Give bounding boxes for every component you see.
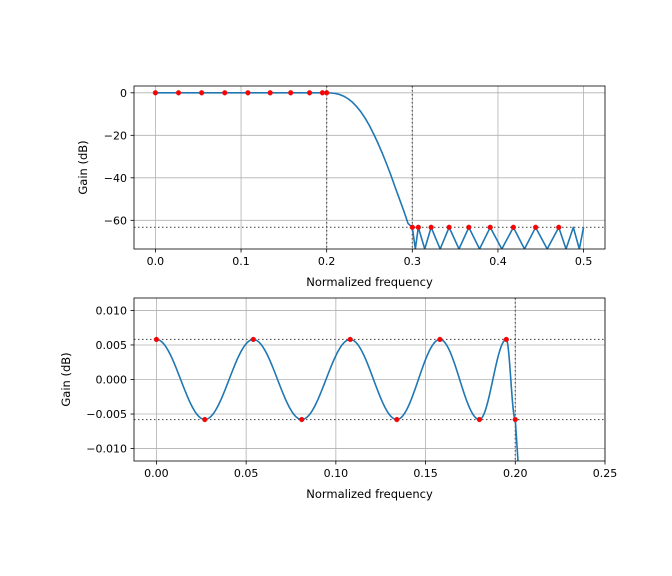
- top-extremum-point: [446, 224, 452, 230]
- bottom-xtick-label: 0.25: [593, 467, 618, 480]
- top-ytick-label: −60: [104, 214, 127, 227]
- bottom-extremum-point: [437, 336, 443, 343]
- top-extremum-point: [415, 224, 421, 230]
- bottom-ytick-label: −0.005: [86, 408, 127, 421]
- bottom-extremum-point: [202, 416, 208, 423]
- bottom-extremum-point: [250, 336, 256, 343]
- gain-response-panel: 0.0 0.1 0.2 0.3 0.4 0.5 0 −20 −40 −60 Normalized …: [76, 85, 606, 289]
- bottom-ticks: 0.00 0.05 0.10 0.15 0.20 0.25 0.010 0.005 0.000 −…: [86, 304, 617, 480]
- top-xtick-label: 0.5: [575, 255, 593, 268]
- top-extremum-point: [324, 90, 330, 96]
- top-ticks: 0.0 0.1 0.2 0.3 0.4 0.5 0 −20 −40 −60: [104, 87, 593, 268]
- top-extremum-point: [487, 224, 493, 230]
- bottom-ytick-label: 0.005: [96, 339, 128, 352]
- top-extremum-point: [288, 90, 294, 96]
- top-extremum-point: [245, 90, 251, 96]
- top-extremum-point: [428, 224, 434, 230]
- top-xtick-label: 0.0: [147, 255, 165, 268]
- bottom-extremum-point: [394, 416, 400, 423]
- top-axes-frame: [133, 85, 606, 250]
- bottom-xtick-label: 0.20: [503, 467, 528, 480]
- top-extremum-point: [222, 90, 228, 96]
- bottom-ytick-label: 0.000: [96, 374, 128, 387]
- bottom-ylabel: Gain (dB): [59, 352, 73, 406]
- bottom-response-line: [156, 338, 519, 461]
- top-extremum-point: [466, 224, 472, 230]
- top-extremum-point: [510, 224, 517, 230]
- bottom-ytick-label: 0.010: [96, 304, 128, 317]
- top-response-line: [155, 92, 585, 249]
- bottom-xtick-label: 0.15: [413, 467, 438, 480]
- bottom-ytick-label: −0.010: [86, 443, 127, 456]
- top-extremum-point: [199, 90, 205, 96]
- top-xtick-label: 0.3: [404, 255, 422, 268]
- top-xtick-label: 0.1: [232, 255, 250, 268]
- bottom-reference-lines: [134, 298, 605, 461]
- top-xtick-label: 0.4: [489, 255, 507, 268]
- bottom-xlabel: Normalized frequency: [306, 487, 433, 501]
- top-xlabel: Normalized frequency: [306, 275, 433, 289]
- top-extremum-point: [152, 90, 159, 96]
- bottom-xtick-label: 0.05: [234, 467, 259, 480]
- top-reference-lines: [134, 86, 605, 249]
- top-xtick-label: 0.2: [318, 255, 336, 268]
- top-ylabel: Gain (dB): [76, 140, 90, 194]
- top-plot-area: [152, 90, 585, 249]
- top-extremum-point: [306, 90, 313, 96]
- bottom-extremum-point: [153, 336, 160, 343]
- top-extremum-point: [175, 90, 182, 96]
- bottom-extremum-point: [347, 336, 353, 343]
- bottom-xtick-label: 0.10: [324, 467, 349, 480]
- bottom-extremum-point: [512, 416, 518, 423]
- bottom-extremum-point: [503, 336, 509, 343]
- bottom-extremum-point: [476, 416, 483, 423]
- top-ytick-label: −40: [104, 172, 127, 185]
- passband-ripple-panel: 0.00 0.05 0.10 0.15 0.20 0.25 0.010 0.005 0.000 −…: [59, 297, 617, 501]
- bottom-xtick-label: 0.00: [144, 467, 169, 480]
- top-extremum-point: [532, 224, 539, 230]
- top-ytick-label: 0: [120, 87, 127, 100]
- bottom-plot-area: [153, 336, 519, 461]
- top-extremum-point: [409, 224, 415, 230]
- bottom-extremum-point: [299, 416, 305, 423]
- top-extremum-point: [267, 90, 273, 96]
- top-extremum-point: [556, 224, 562, 230]
- top-ytick-label: −20: [104, 129, 127, 142]
